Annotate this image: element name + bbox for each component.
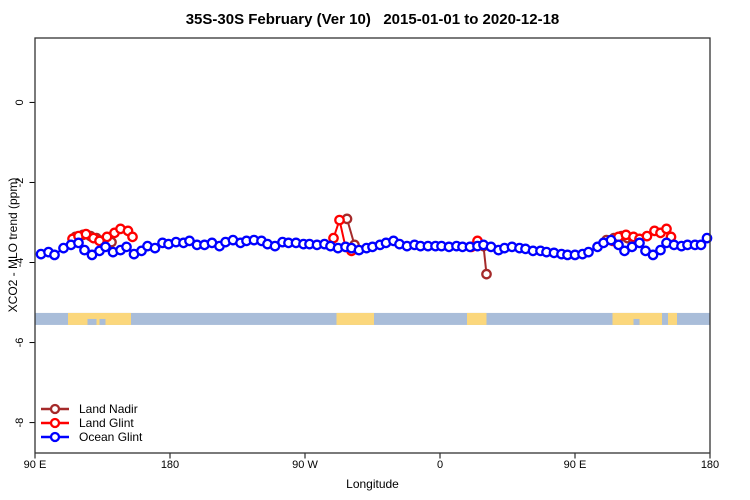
- x-tick-label: 90 E: [564, 459, 587, 471]
- legend-circle: [49, 403, 61, 415]
- x-tick-label: 0: [437, 459, 443, 471]
- ocean-glint-point: [613, 239, 624, 251]
- legend-item-land-glint: Land Glint: [40, 416, 142, 430]
- map-strip-land: [467, 312, 487, 325]
- legend-item-land-nadir: Land Nadir: [40, 402, 142, 416]
- map-strip-ocean-notch: [99, 318, 106, 325]
- land-glint-point: [127, 231, 138, 243]
- legend-circle: [49, 417, 61, 429]
- land-glint-point: [661, 223, 672, 235]
- ocean-glint-point: [73, 237, 84, 249]
- ocean-glint-point: [79, 244, 90, 256]
- ocean-glint-point: [695, 239, 707, 251]
- ocean-glint-point: [655, 244, 666, 256]
- legend-label: Land Nadir: [79, 402, 138, 416]
- ocean-glint-point: [49, 249, 60, 261]
- ocean-glint-point: [100, 241, 111, 253]
- ocean-glint-point: [647, 249, 659, 261]
- plot-border: [34, 37, 711, 454]
- y-tick-label: -8: [14, 418, 26, 428]
- x-tick-label: 90 W: [292, 459, 318, 471]
- ocean-glint-point: [583, 246, 594, 258]
- x-axis-title: Longitude: [346, 477, 399, 491]
- map-strip-land: [336, 312, 374, 325]
- map-strip-ocean-notch: [633, 318, 640, 325]
- legend-label: Land Glint: [79, 416, 134, 430]
- land-nadir-symbol-icon: [41, 403, 69, 415]
- ocean-glint-point: [634, 237, 645, 249]
- x-tick-label: 180: [701, 459, 719, 471]
- land-glint-point: [334, 214, 345, 226]
- ocean-glint-point: [149, 242, 161, 254]
- ocean-glint-point: [605, 234, 617, 246]
- y-tick-label: -6: [14, 338, 26, 348]
- chart-title: 35S-30S February (Ver 10) 2015-01-01 to …: [185, 11, 560, 28]
- land-nadir-point: [481, 268, 492, 280]
- land-glint-symbol-icon: [41, 417, 69, 429]
- ocean-glint-symbol-icon: [41, 431, 69, 443]
- legend-item-ocean-glint: Ocean Glint: [40, 430, 142, 444]
- x-tick-label: 90 E: [24, 459, 47, 471]
- land-glint-point: [641, 230, 653, 242]
- map-strip-land: [668, 312, 677, 325]
- x-tick-label: 180: [161, 459, 179, 471]
- map-strip-ocean-notch: [87, 318, 97, 325]
- y-tick-label: 0: [14, 99, 26, 105]
- y-tick-label: -4: [14, 258, 26, 268]
- legend-circle: [49, 431, 61, 443]
- legend: Land Nadir Land Glint Ocean Glint: [40, 402, 142, 444]
- y-tick-label: -2: [14, 178, 26, 188]
- ocean-glint-point: [121, 241, 132, 253]
- legend-label: Ocean Glint: [79, 430, 143, 444]
- ocean-glint-point: [701, 232, 713, 244]
